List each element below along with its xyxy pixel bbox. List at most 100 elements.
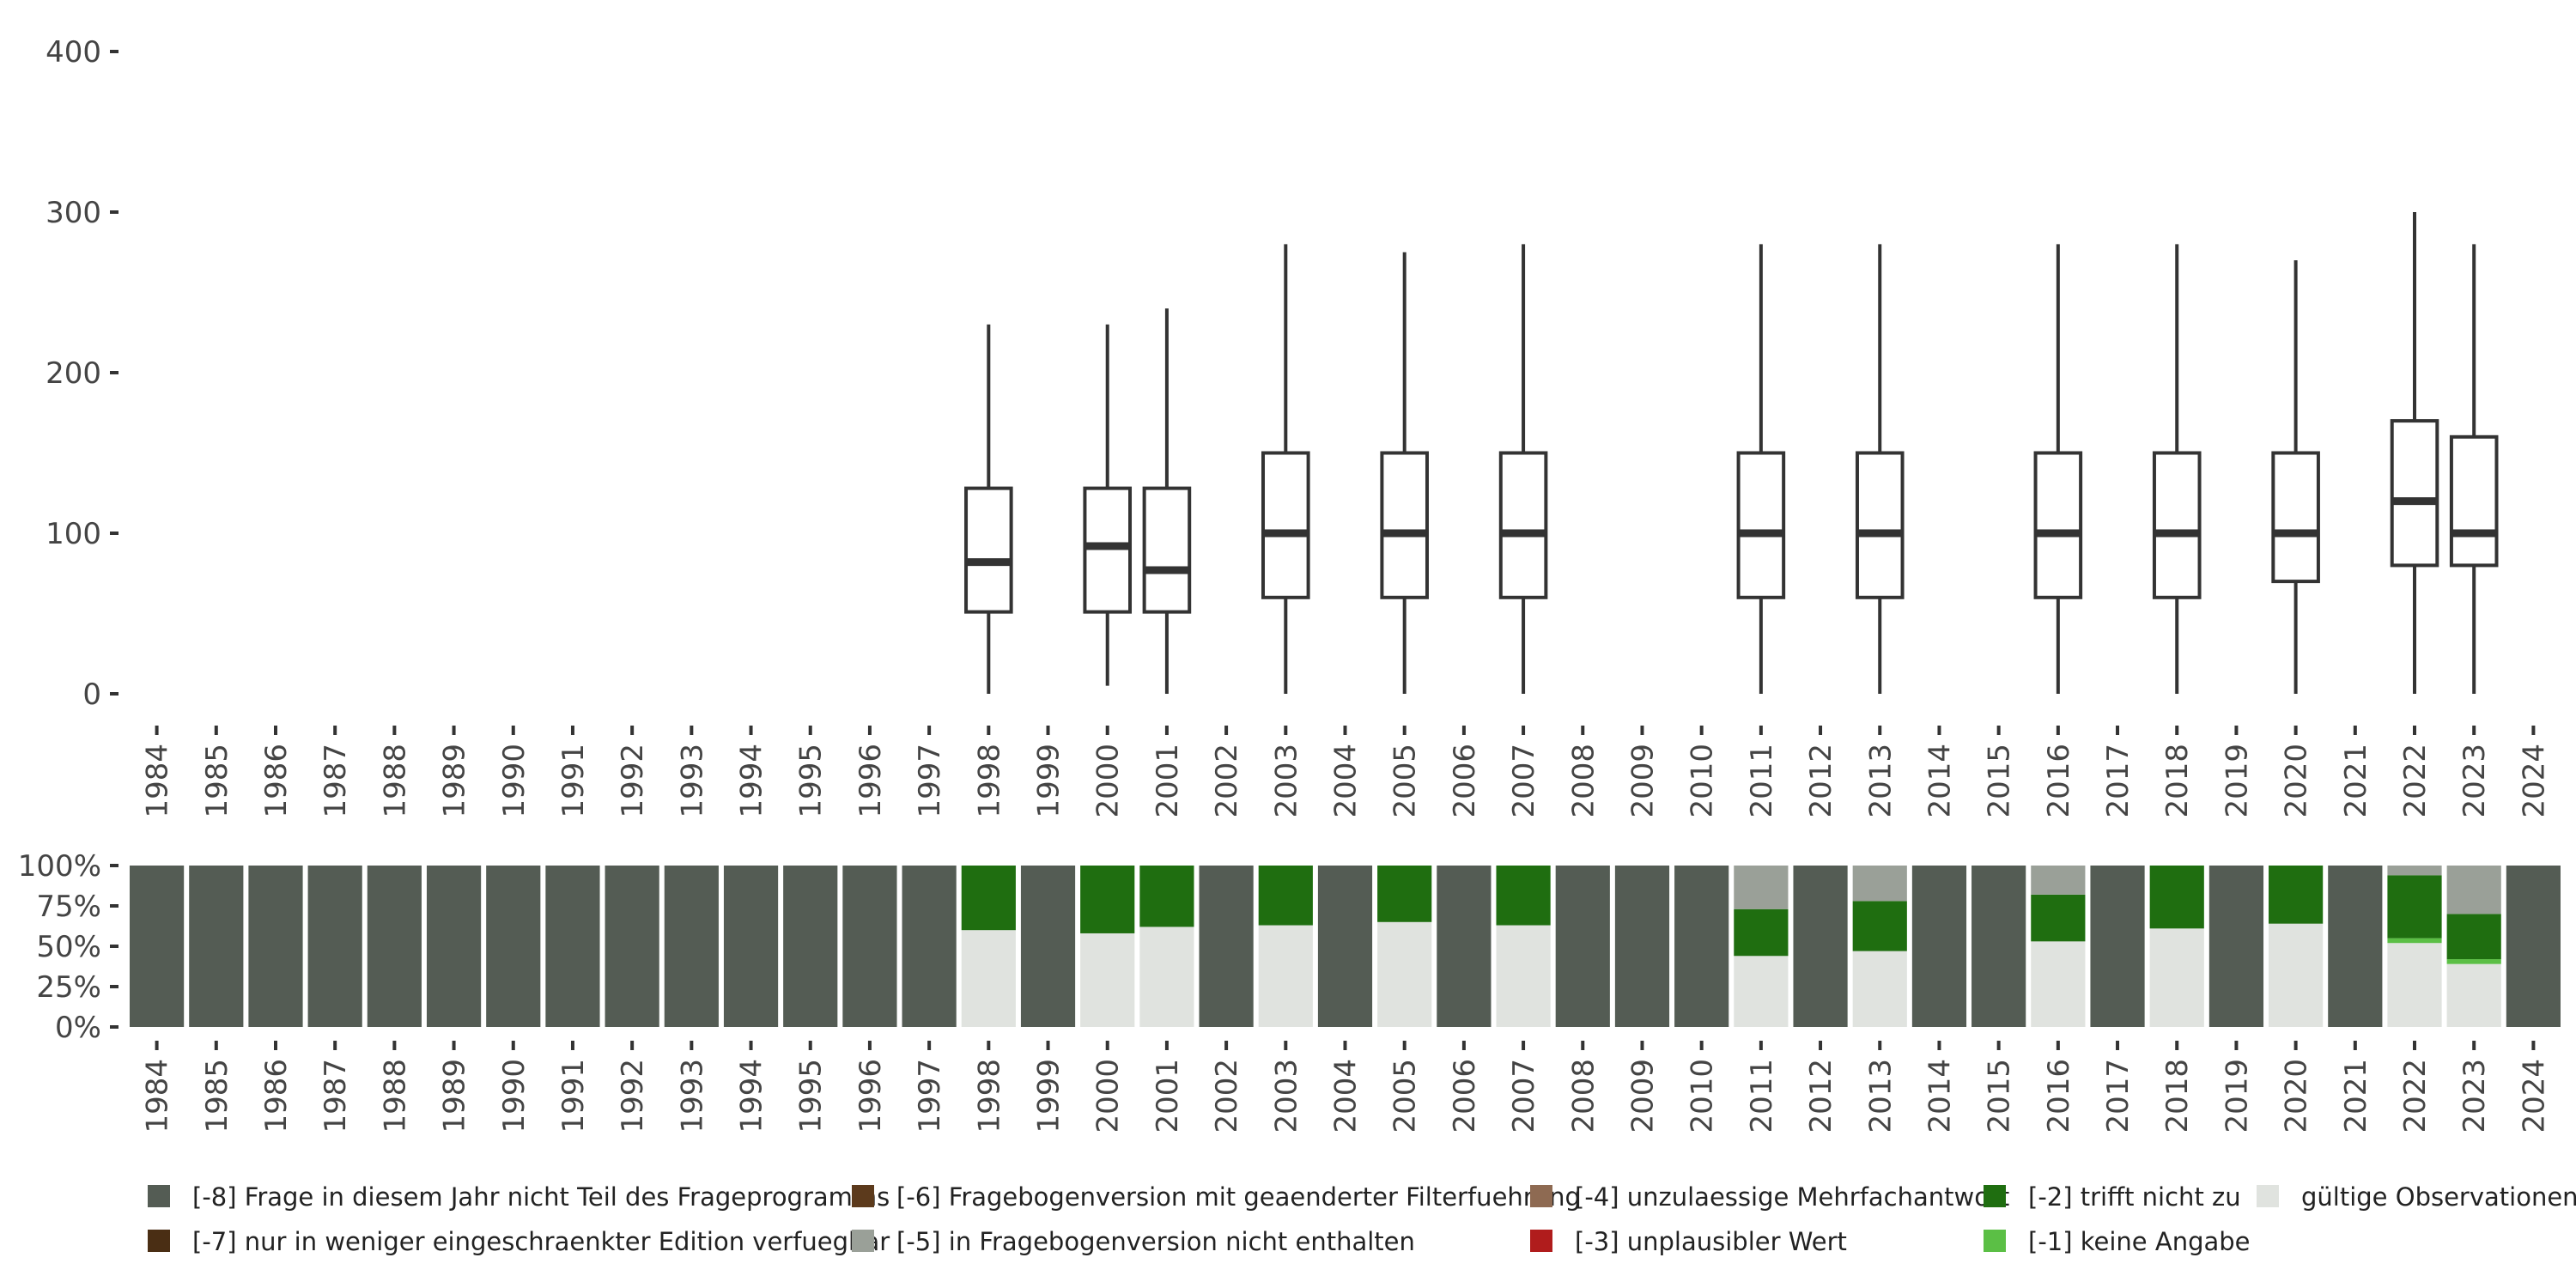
- x-tick-label: 2012: [1804, 1059, 1838, 1133]
- box-iqr: [1380, 451, 1429, 599]
- bar-1998: [961, 866, 1016, 1027]
- x-tick-label: 1985: [200, 744, 234, 818]
- box-2011: [1736, 244, 1786, 694]
- legend-item-m6: [-6] Fragebogenversion mit geaenderter F…: [852, 1182, 1581, 1212]
- x-tick-label: 1990: [497, 1059, 532, 1133]
- bar-segment-m8: [367, 866, 422, 1027]
- x-tick-label: 2005: [1388, 1059, 1423, 1133]
- bar-2007: [1496, 866, 1551, 1027]
- bar-segment-m2: [2149, 866, 2204, 929]
- bar-segment-m2: [2031, 894, 2086, 942]
- bar-segment-m8: [307, 866, 362, 1027]
- bar-1986: [248, 866, 303, 1027]
- legend-label: [-5] in Fragebogenversion nicht enthalte…: [896, 1227, 1415, 1256]
- bar-segment-m2: [1852, 901, 1907, 951]
- x-tick-label: 1985: [200, 1059, 234, 1133]
- y-tick-label: 25%: [36, 970, 101, 1005]
- box-iqr: [1855, 451, 1905, 599]
- box-2007: [1498, 244, 1548, 694]
- bar-1985: [189, 866, 244, 1027]
- x-tick-label: 2020: [2280, 744, 2314, 818]
- x-tick-label: 1995: [794, 744, 829, 818]
- bar-segment-m8: [545, 866, 600, 1027]
- box-iqr: [964, 486, 1013, 614]
- x-tick-label: 1994: [735, 744, 769, 818]
- box-iqr: [1142, 486, 1192, 614]
- x-tick-label: 1991: [556, 744, 591, 818]
- bar-2010: [1674, 866, 1729, 1027]
- x-tick-label: 2015: [1983, 1059, 2017, 1133]
- bar-segment-valid: [2149, 928, 2204, 1027]
- box-iqr: [1261, 451, 1310, 599]
- y-tick-label: 200: [46, 356, 101, 391]
- x-tick-label: 2012: [1804, 744, 1838, 818]
- legend-swatch: [1984, 1230, 2006, 1252]
- bar-2009: [1614, 866, 1670, 1027]
- bar-2023: [2446, 866, 2501, 1027]
- legend: [-8] Frage in diesem Jahr nicht Teil des…: [148, 1182, 2576, 1256]
- bar-2022: [2387, 866, 2442, 1027]
- legend-item-m3: [-3] unplausibler Wert: [1530, 1227, 1847, 1256]
- bar-segment-m8: [1317, 866, 1373, 1027]
- bar-segment-m8: [2328, 866, 2383, 1027]
- bar-segment-m8: [902, 866, 957, 1027]
- x-tick-label: 1989: [438, 1059, 472, 1133]
- legend-item-m4: [-4] unzulaessige Mehrfachantwort: [1530, 1182, 2009, 1212]
- legend-swatch: [1530, 1185, 1552, 1207]
- x-tick-label: 2006: [1448, 744, 1482, 818]
- bar-segment-valid: [1852, 951, 1907, 1027]
- bar-segment-m8: [1614, 866, 1670, 1027]
- x-tick-label: 1988: [378, 744, 412, 818]
- box-iqr: [1083, 486, 1133, 614]
- bar-1984: [130, 866, 185, 1027]
- x-tick-label: 1986: [259, 1059, 294, 1133]
- bar-segment-m8: [1911, 866, 1967, 1027]
- bar-segment-m8: [1674, 866, 1729, 1027]
- bar-segment-m2: [1080, 866, 1135, 933]
- legend-swatch: [852, 1185, 874, 1207]
- bar-segment-m8: [1020, 866, 1076, 1027]
- bar-2019: [2208, 866, 2264, 1027]
- legend-swatch: [1984, 1185, 2006, 1207]
- x-tick-label: 2005: [1388, 744, 1423, 818]
- bar-2003: [1258, 866, 1313, 1027]
- x-tick-label: 2010: [1686, 1059, 1720, 1133]
- x-tick-label: 1987: [319, 1059, 353, 1133]
- bar-1991: [545, 866, 600, 1027]
- bar-segment-valid: [2269, 923, 2324, 1027]
- y-tick-label: 300: [46, 196, 101, 230]
- bar-segment-m8: [2090, 866, 2145, 1027]
- bar-segment-m2: [2446, 914, 2501, 960]
- bar-2014: [1911, 866, 1967, 1027]
- legend-item-valid: gültige Observationen: [2257, 1182, 2576, 1212]
- x-tick-label: 1991: [556, 1059, 591, 1133]
- y-tick-label: 75%: [36, 890, 101, 924]
- x-tick-label: 1995: [794, 1059, 829, 1133]
- x-tick-label: 2008: [1566, 1059, 1601, 1133]
- bar-segment-m8: [1437, 866, 1492, 1027]
- box-2020: [2271, 260, 2320, 694]
- x-tick-label: 1998: [972, 744, 1006, 818]
- x-tick-label: 1996: [854, 744, 888, 818]
- legend-swatch: [148, 1230, 170, 1252]
- bar-segment-m2: [2269, 866, 2324, 924]
- legend-swatch: [2257, 1185, 2279, 1207]
- bar-segment-m8: [2208, 866, 2264, 1027]
- bar-2017: [2090, 866, 2145, 1027]
- legend-label: gültige Observationen: [2301, 1182, 2576, 1212]
- box-2022: [2390, 212, 2439, 694]
- x-tick-label: 1994: [735, 1059, 769, 1133]
- x-tick-label: 2001: [1151, 1059, 1185, 1133]
- x-tick-label: 2024: [2517, 1059, 2551, 1133]
- bar-2013: [1852, 866, 1907, 1027]
- x-tick-label: 1999: [1032, 1059, 1066, 1133]
- x-tick-label: 1992: [616, 744, 650, 818]
- y-tick-label: 100%: [18, 849, 101, 884]
- box-1998: [964, 324, 1013, 694]
- x-tick-label: 2020: [2280, 1059, 2314, 1133]
- bar-segment-m2: [1139, 866, 1194, 927]
- bar-2002: [1199, 866, 1254, 1027]
- bar-segment-m8: [189, 866, 244, 1027]
- x-tick-label: 2015: [1983, 744, 2017, 818]
